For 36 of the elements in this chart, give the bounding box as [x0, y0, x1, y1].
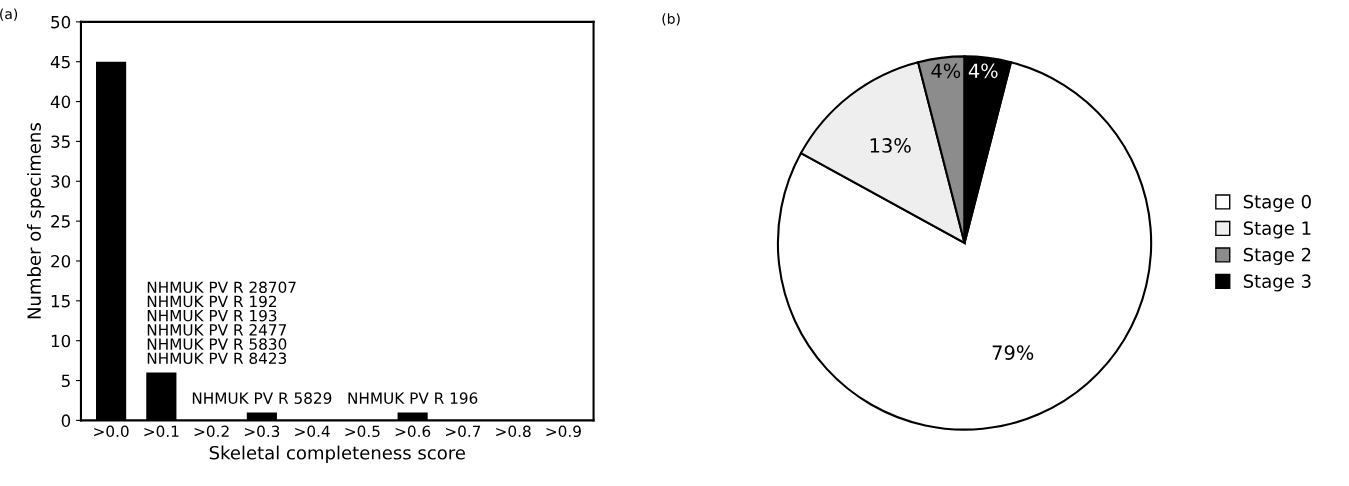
x-tick-label: >0.0 — [94, 425, 129, 438]
text: (a) — [0, 8, 18, 21]
x-tick-label: >0.5 — [345, 425, 380, 438]
data-label: 4% — [968, 63, 998, 79]
x-tick-label: >0.8 — [496, 425, 531, 438]
legend-label: Stage 2 — [1243, 247, 1311, 265]
y-tick-label: 40 — [50, 95, 71, 109]
x-tick-label: >0.4 — [295, 425, 330, 438]
y-tick-label: 50 — [51, 15, 71, 29]
legend-label: Stage 0 — [1243, 194, 1311, 212]
y-tick-label: 30 — [51, 175, 71, 188]
data-label: 13% — [870, 138, 911, 153]
y-tick-label: 15 — [51, 295, 70, 308]
x-tick-label: >0.1 — [144, 425, 179, 438]
annotation: NHMUK PV R 196 — [348, 392, 478, 404]
x-tick-label: >0.9 — [546, 425, 581, 438]
y-tick-label: 20 — [51, 254, 71, 268]
y-tick-label: 0 — [61, 414, 71, 427]
x-tick-label: >0.7 — [445, 425, 481, 438]
text: (b) — [662, 13, 680, 26]
x-tick-label: >0.2 — [194, 425, 229, 438]
y-tick-label: 25 — [51, 215, 70, 228]
y-tick-label: 10 — [51, 334, 71, 348]
y-axis-title: Number of specimens — [26, 123, 45, 319]
y-tick-label: 5 — [61, 374, 70, 388]
x-tick-label: >0.6 — [395, 425, 431, 438]
x-tick-label: >0.3 — [244, 425, 280, 438]
y-tick-label: 35 — [51, 135, 70, 148]
data-label: 4% — [931, 63, 961, 79]
y-tick-label: 45 — [50, 55, 70, 69]
data-label: 79% — [992, 345, 1034, 360]
annotation: NHMUK PV R 5829 — [192, 392, 332, 404]
annotation: NHMUK PV R 28707 NHMUK PV R 192 NHMUK PV R 193 NHMUK PV R 2477 NHMUK PV R 5830 NHMUK PV R 8423 — [147, 281, 296, 365]
legend-label: Stage 3 — [1243, 274, 1311, 292]
x-axis-title: Skeletal completeness score — [209, 445, 465, 464]
legend-label: Stage 1 — [1243, 221, 1311, 239]
